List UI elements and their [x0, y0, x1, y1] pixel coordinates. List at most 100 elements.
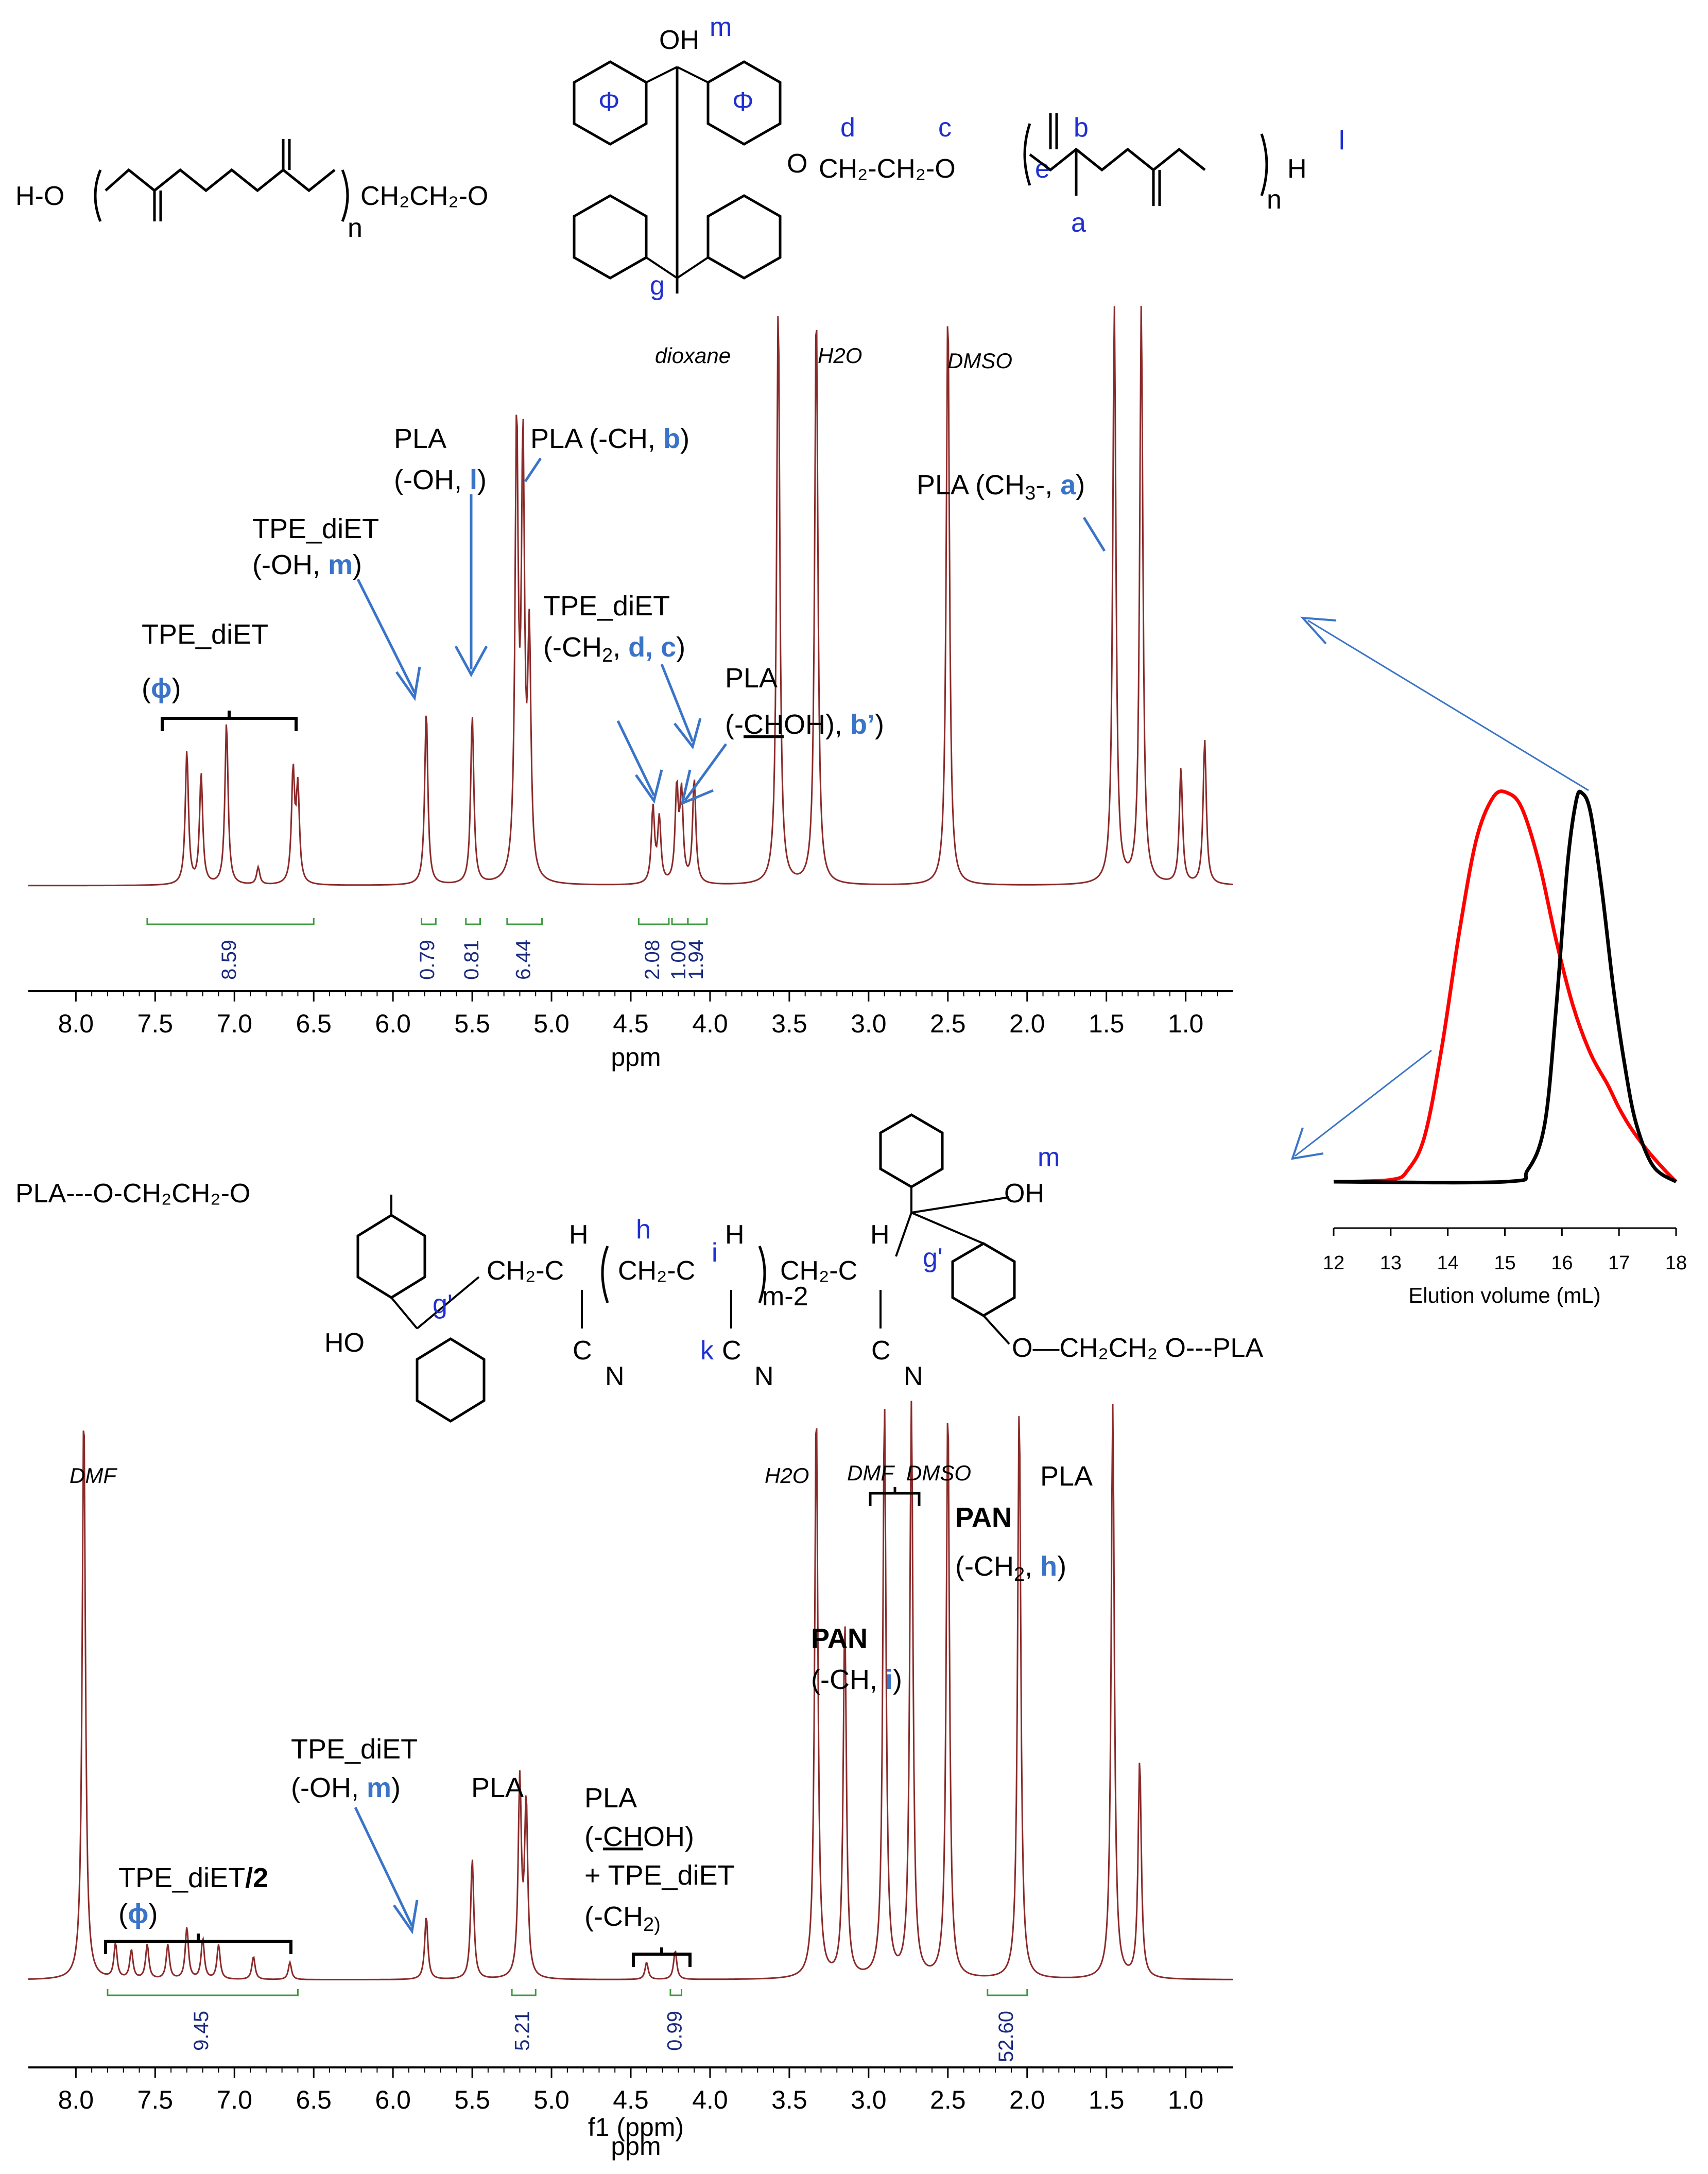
struct-bottom-h-label: h [636, 1215, 651, 1245]
arrow-red-peak [1295, 1049, 1432, 1157]
x-tick-label: 3.5 [771, 1009, 807, 1038]
sec-trace-black [1333, 789, 1677, 1185]
solvent-dmso-bottom: DMSO [906, 1461, 971, 1485]
struct-top-h-end: H [1287, 154, 1307, 184]
integral-bar [421, 918, 437, 925]
x-tick-label: 2.5 [930, 1009, 966, 1038]
pla-chain-left [105, 168, 336, 193]
label-pla2: PLA [471, 1772, 524, 1803]
x-tick-label: 3.0 [851, 2085, 887, 2114]
x-tick-label: 7.0 [217, 2085, 253, 2114]
ring-top-right [706, 60, 782, 146]
arrow-tpe-oh [356, 578, 416, 694]
arrow-black-peak [1307, 619, 1589, 791]
integral-value: 0.79 [416, 940, 439, 980]
bracket-choh-bottom [632, 1947, 692, 1967]
integral-bar [637, 918, 670, 925]
ring-bottom-c [879, 1113, 944, 1188]
integral-bar [146, 918, 315, 925]
integral-value: 0.81 [460, 940, 483, 980]
struct-bottom-m: m [1038, 1143, 1060, 1172]
arrowhead-tpe-ch2-b [674, 718, 702, 750]
struct-top-m: m [710, 12, 732, 42]
struct-top-g: g [650, 271, 665, 301]
x-tick-label: 8.0 [58, 2085, 94, 2114]
struct-top-a: a [1071, 208, 1086, 238]
bond-c4 [676, 256, 709, 279]
integral-value: 5.21 [511, 2011, 534, 2051]
nmr-trace-top [28, 306, 1234, 887]
structure-top: H-O n CH₂CH₂-O Φ Φ OH m g O CH₂-CH₂-O d … [15, 12, 1345, 301]
struct-bottom-ch2-mid: CH₂-C [618, 1256, 695, 1286]
ring-bottom-left [573, 194, 648, 280]
x-tick-label: 6.0 [375, 1009, 411, 1038]
struct-bottom-i-label: i [712, 1238, 718, 1268]
solvent-dmf-right: DMF [847, 1461, 895, 1485]
label-pan-ch-name: PAN [811, 1623, 868, 1654]
arrowhead-tpe-ch2 [634, 769, 663, 804]
integral-value: 0.99 [663, 2011, 686, 2051]
ring-bottom-a [356, 1214, 426, 1299]
sec-x-tick-label: 18 [1665, 1252, 1687, 1274]
x-tick-label: 4.0 [692, 1009, 728, 1038]
x-tick-label: 5.5 [454, 1009, 490, 1038]
struct-bottom-cn-3: C [871, 1336, 891, 1366]
struct-bottom-pla-right: O—CH₂CH₂ O---PLA [1012, 1333, 1263, 1363]
bracket-pan-close [758, 1246, 766, 1303]
bond-c2-ring [911, 1212, 984, 1245]
label-tpe2-phi-letter: (ɸ) [118, 1899, 158, 1929]
integral-value: 2.08 [641, 940, 664, 980]
sec-x-tick-label: 16 [1551, 1252, 1573, 1274]
struct-bottom-ch2-1: CH₂-C [487, 1256, 564, 1286]
x-tick-label: 4.0 [692, 2085, 728, 2114]
nmr-trace-bottom [28, 1401, 1233, 1980]
struct-top-ho: H-O [15, 181, 64, 211]
label-pla-oh-name: PLA [394, 423, 446, 454]
bond-c3 [645, 256, 678, 279]
sec-x-axis-label: Elution volume (mL) [1408, 1283, 1600, 1307]
bond-ring-o [982, 1315, 1010, 1345]
integrals-top: 8.59 0.79 0.81 6.44 2.08 1.001.94 [146, 918, 708, 980]
x-tick-label: 5.0 [533, 1009, 570, 1038]
x-ticks-top: 8.0 7.5 7.0 6.5 6.0 5.5 5.0 4.5 4.0 3.5 3.0 2.5 2.0 1… [58, 991, 1218, 1038]
x-tick-label: 2.0 [1009, 2085, 1045, 2114]
x-tick-label: 3.0 [851, 1009, 887, 1038]
struct-top-ch2ch2-right: CH₂-CH₂-O [819, 154, 956, 184]
x-tick-label: 5.5 [454, 2085, 490, 2114]
integrals-bottom: 9.45 5.21 0.99 52.60 [107, 1989, 1028, 2062]
label-tpe-ch2-name: TPE_diET [543, 591, 670, 622]
arrowhead-black-peak [1300, 616, 1337, 645]
x-tick-label: 7.5 [137, 2085, 174, 2114]
arrowhead-pla-oh [454, 645, 488, 678]
sec-inset: 12 13 14 15 16 17 18 Elution volume (mL) [1323, 789, 1687, 1307]
bracket-dmf [869, 1487, 921, 1506]
struct-bottom-ch2-2: CH₂-C [780, 1256, 857, 1286]
ring-bottom-d [951, 1242, 1016, 1317]
label-pla-choh-name: PLA [725, 663, 778, 694]
x-tick-label: 4.5 [613, 1009, 649, 1038]
integral-bar [669, 1989, 683, 1996]
bond-c2 [677, 66, 709, 83]
struct-bottom-cn-1: C [573, 1336, 592, 1366]
arrowhead-tpe-oh [395, 666, 421, 701]
integral-value: 1.00 [667, 940, 690, 980]
solvent-dmf-left: DMF [70, 1463, 117, 1488]
x-tick-label: 6.0 [375, 2085, 411, 2114]
struct-bottom-oh: OH [1004, 1179, 1044, 1209]
arrowhead-tpe2-oh [392, 1900, 419, 1935]
arrow-tpe-ch2-b [660, 664, 694, 742]
sec-trace-red [1333, 789, 1678, 1184]
label-tpe-oh-name: TPE_diET [252, 513, 379, 544]
label-tpe2-oh-name: TPE_diET [291, 1734, 418, 1765]
struct-bottom-h1: H [569, 1220, 589, 1250]
x-tick-label: 8.0 [58, 1009, 94, 1038]
arrows-top [356, 494, 1589, 1160]
integral-bar [511, 1989, 537, 1996]
struct-bottom-n-2: N [754, 1361, 774, 1391]
integral-value: 8.59 [218, 940, 240, 980]
bond-c-ch2 [416, 1276, 480, 1330]
integral-value: 1.94 [685, 940, 708, 980]
bond-ring-c [390, 1297, 418, 1330]
arrow-tpe2-oh [354, 1806, 413, 1927]
label-pla-right: PLA [1040, 1461, 1093, 1492]
